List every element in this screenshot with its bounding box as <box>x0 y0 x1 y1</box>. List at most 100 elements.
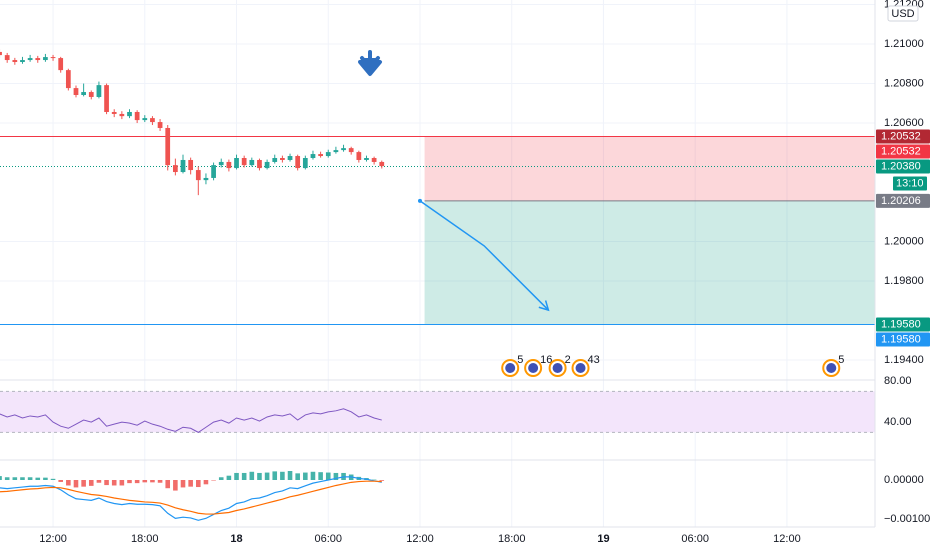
histogram-bar <box>73 480 79 488</box>
histogram-bar <box>272 471 278 480</box>
y-tick-label: 1.19800 <box>884 275 924 287</box>
event-count: 16 <box>540 354 552 366</box>
candle-body <box>157 122 163 128</box>
histogram-bar <box>379 480 385 481</box>
event-icon-core <box>575 363 586 373</box>
candle-body <box>0 51 2 56</box>
trend-arrow <box>419 200 549 311</box>
candle-body <box>43 57 48 61</box>
histogram-bar <box>241 472 247 480</box>
candle-body <box>356 152 362 160</box>
price-label-box <box>876 159 930 174</box>
y-tick-label: 1.20000 <box>884 235 924 247</box>
y-tick-label: 1.19400 <box>884 354 924 366</box>
candle-body <box>295 156 301 169</box>
candle-body <box>81 92 87 95</box>
currency-box <box>887 5 919 22</box>
x-tick-label: 06:00 <box>314 533 342 545</box>
candle-body <box>218 161 224 166</box>
candle-body <box>119 113 125 117</box>
candle-body <box>35 58 41 61</box>
histogram-bar <box>173 480 178 491</box>
histogram-bar <box>165 480 171 489</box>
x-tick-label: 12:00 <box>39 533 67 545</box>
x-tick-label: 18:00 <box>498 533 526 545</box>
histogram-bar <box>88 480 94 486</box>
candle-body <box>12 60 18 63</box>
price-label: 13:10 <box>896 177 924 189</box>
rsi-line <box>0 408 382 433</box>
price-label-box <box>876 193 930 208</box>
candle-body <box>111 111 117 114</box>
price-label-box <box>876 144 930 159</box>
y-tick-label: 1.21200 <box>884 0 924 10</box>
candle-body <box>341 148 346 151</box>
histogram-bar <box>50 478 56 480</box>
candle-body <box>302 158 308 169</box>
histogram-bar <box>142 480 148 483</box>
event-count: 43 <box>588 354 600 366</box>
rsi-band <box>0 391 875 433</box>
x-tick-label: 19 <box>597 533 609 545</box>
candle-body <box>364 158 369 160</box>
candle-body <box>287 156 293 160</box>
candle-body <box>127 111 132 117</box>
candle-body <box>65 70 71 89</box>
event-icon-core <box>552 363 563 373</box>
candle-body <box>325 152 331 157</box>
candle-body <box>249 159 255 166</box>
target-zone <box>424 200 875 325</box>
histogram-bar <box>287 471 293 480</box>
arrow-start <box>417 198 422 203</box>
histogram-bar <box>111 480 117 486</box>
candle-body <box>104 85 109 112</box>
candle-body <box>20 60 25 63</box>
y-tick-label: 0.00000 <box>884 474 924 486</box>
histogram-bar <box>66 480 71 486</box>
price-label: 1.20380 <box>881 160 921 172</box>
candle-body <box>180 159 186 173</box>
candle-body <box>165 127 171 166</box>
histogram-bar <box>157 480 163 483</box>
candle-body <box>264 161 270 169</box>
histogram-bar <box>188 480 193 487</box>
histogram-bar <box>203 480 209 485</box>
candle-body <box>172 165 178 173</box>
histogram-bar <box>303 472 308 480</box>
x-tick-label: 06:00 <box>681 533 709 545</box>
histogram-bar <box>333 472 339 480</box>
histogram-bar <box>280 471 285 480</box>
histogram-bar <box>20 477 25 480</box>
price-label-box <box>876 332 930 347</box>
candle-body <box>333 150 339 153</box>
y-tick-label: 1.20800 <box>884 77 924 89</box>
histogram-bar <box>134 480 140 484</box>
x-tick-label: 12:00 <box>406 533 434 545</box>
histogram-bar <box>234 472 239 480</box>
x-tick-label: 12:00 <box>773 533 801 545</box>
histogram-bar <box>150 480 155 483</box>
price-label: 1.19580 <box>881 318 921 330</box>
histogram-bar <box>12 477 18 480</box>
price-label: 1.20532 <box>881 130 921 142</box>
candle-body <box>272 158 278 162</box>
histogram-bar <box>371 479 377 481</box>
candle-body <box>280 158 285 160</box>
candle-body <box>379 161 385 167</box>
candle-body <box>88 92 94 97</box>
candle-body <box>226 161 232 169</box>
histogram-bar <box>249 471 255 480</box>
plot: 5 16 2 43 5 <box>0 48 875 521</box>
histogram-bar <box>310 471 316 480</box>
histogram-bar <box>0 476 2 480</box>
candle-body <box>73 88 79 95</box>
event-count: 2 <box>565 354 571 366</box>
histogram-bar <box>4 477 10 480</box>
histogram-bar <box>58 480 63 482</box>
down-arrow-icon <box>358 50 382 76</box>
candle-body <box>58 58 64 71</box>
candle-body <box>348 148 354 153</box>
y-tick-label: −0.00100 <box>884 513 930 525</box>
